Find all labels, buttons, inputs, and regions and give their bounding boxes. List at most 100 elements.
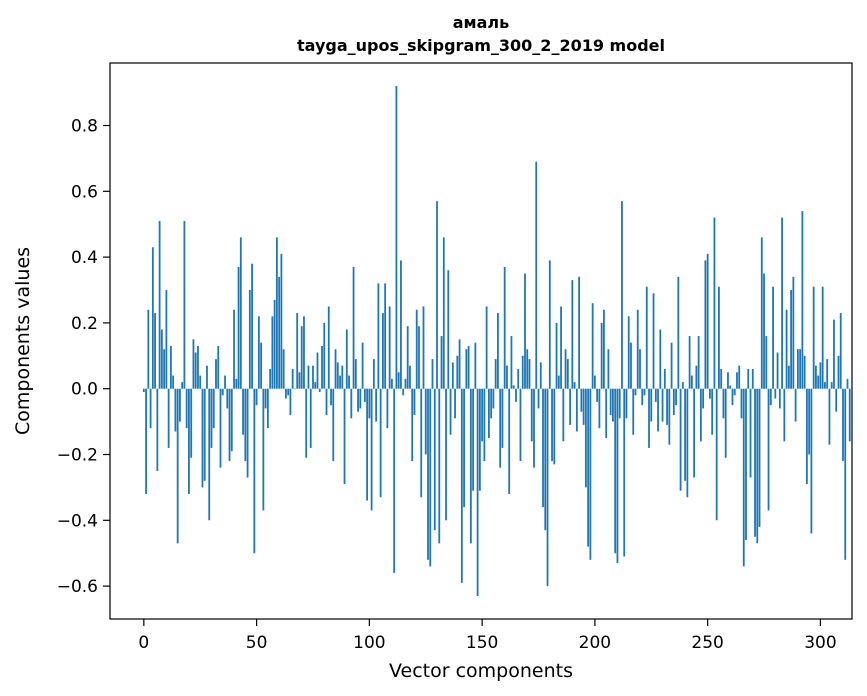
bar <box>440 336 443 389</box>
bar <box>844 388 847 560</box>
bar <box>528 359 531 389</box>
bar <box>332 388 335 462</box>
bar <box>812 286 815 389</box>
bar <box>253 388 256 554</box>
chart-title: амаль <box>453 13 510 32</box>
bar <box>363 388 366 402</box>
bar <box>158 220 161 389</box>
bar <box>411 388 414 462</box>
y-ticks-group: −0.6 −0.4 −0.2 0.0 0.2 0.4 0.6 0.8 <box>57 117 110 597</box>
bar <box>208 388 211 521</box>
bar <box>510 336 513 389</box>
x-tick-label: 250 <box>691 633 723 653</box>
bar <box>654 388 657 402</box>
bar <box>842 388 844 462</box>
bar <box>160 329 163 389</box>
bar <box>711 388 714 435</box>
bar <box>433 388 436 531</box>
x-tick-label: 50 <box>246 633 268 653</box>
bar <box>684 388 686 481</box>
bar <box>582 388 585 425</box>
bar <box>442 237 445 389</box>
bar <box>544 388 547 531</box>
bar <box>607 349 610 389</box>
bar <box>704 260 707 389</box>
bar <box>819 362 822 389</box>
bar <box>548 260 551 389</box>
x-tick-label: 200 <box>579 633 611 653</box>
bar <box>666 388 668 425</box>
bar <box>575 388 578 432</box>
bar <box>154 313 156 389</box>
bar <box>266 388 269 429</box>
bar <box>327 306 330 389</box>
bar <box>469 388 472 544</box>
bar <box>670 342 673 389</box>
bar <box>370 388 373 511</box>
bar <box>289 388 292 416</box>
bar <box>330 388 332 406</box>
bar <box>219 388 222 468</box>
bar <box>603 309 605 389</box>
bar <box>758 388 761 527</box>
bar <box>562 388 565 442</box>
bar <box>190 388 193 458</box>
bar <box>255 388 258 406</box>
bar <box>833 319 835 389</box>
bar <box>571 280 574 389</box>
bar <box>512 385 515 389</box>
bar <box>215 359 217 389</box>
bar <box>636 309 639 389</box>
bar <box>296 313 299 389</box>
bar <box>749 388 752 478</box>
bar <box>524 273 526 389</box>
bar <box>287 388 290 396</box>
bar <box>318 388 321 392</box>
bar <box>203 388 206 481</box>
bar <box>648 388 650 448</box>
bar <box>686 388 689 498</box>
bar <box>551 388 553 462</box>
bar <box>188 388 190 494</box>
x-tick-label: 0 <box>138 633 149 653</box>
bar <box>580 388 583 412</box>
bar <box>312 365 314 389</box>
bar <box>713 217 716 389</box>
y-tick-label: 0.8 <box>71 117 98 137</box>
bar <box>553 388 556 465</box>
bar <box>659 329 662 389</box>
x-tick-label: 100 <box>353 633 385 653</box>
bar <box>357 388 359 412</box>
bar <box>341 365 344 389</box>
bar <box>803 355 806 389</box>
bar <box>264 388 267 409</box>
bar <box>271 316 274 389</box>
bar <box>526 349 529 389</box>
bar <box>589 388 592 560</box>
bar <box>386 388 389 429</box>
bar <box>366 388 368 501</box>
x-ticks-group: 0 50 100 150 200 250 300 <box>138 619 837 653</box>
bar <box>783 388 786 442</box>
bar <box>237 266 240 389</box>
bar <box>584 388 587 488</box>
bar <box>350 388 353 419</box>
bar <box>230 388 233 452</box>
y-tick-label: −0.6 <box>57 577 98 597</box>
bar <box>709 388 711 399</box>
bar <box>201 388 204 488</box>
bar <box>731 388 734 406</box>
bar <box>792 276 795 389</box>
bar <box>165 290 168 389</box>
bar <box>663 368 666 389</box>
bar <box>458 339 461 389</box>
bar <box>621 201 623 389</box>
bar <box>835 388 838 412</box>
bar <box>409 365 411 389</box>
bar <box>456 355 459 389</box>
bar <box>738 365 741 389</box>
bar <box>625 388 628 419</box>
bar <box>537 388 540 409</box>
bar <box>634 388 637 396</box>
bar <box>724 388 727 458</box>
